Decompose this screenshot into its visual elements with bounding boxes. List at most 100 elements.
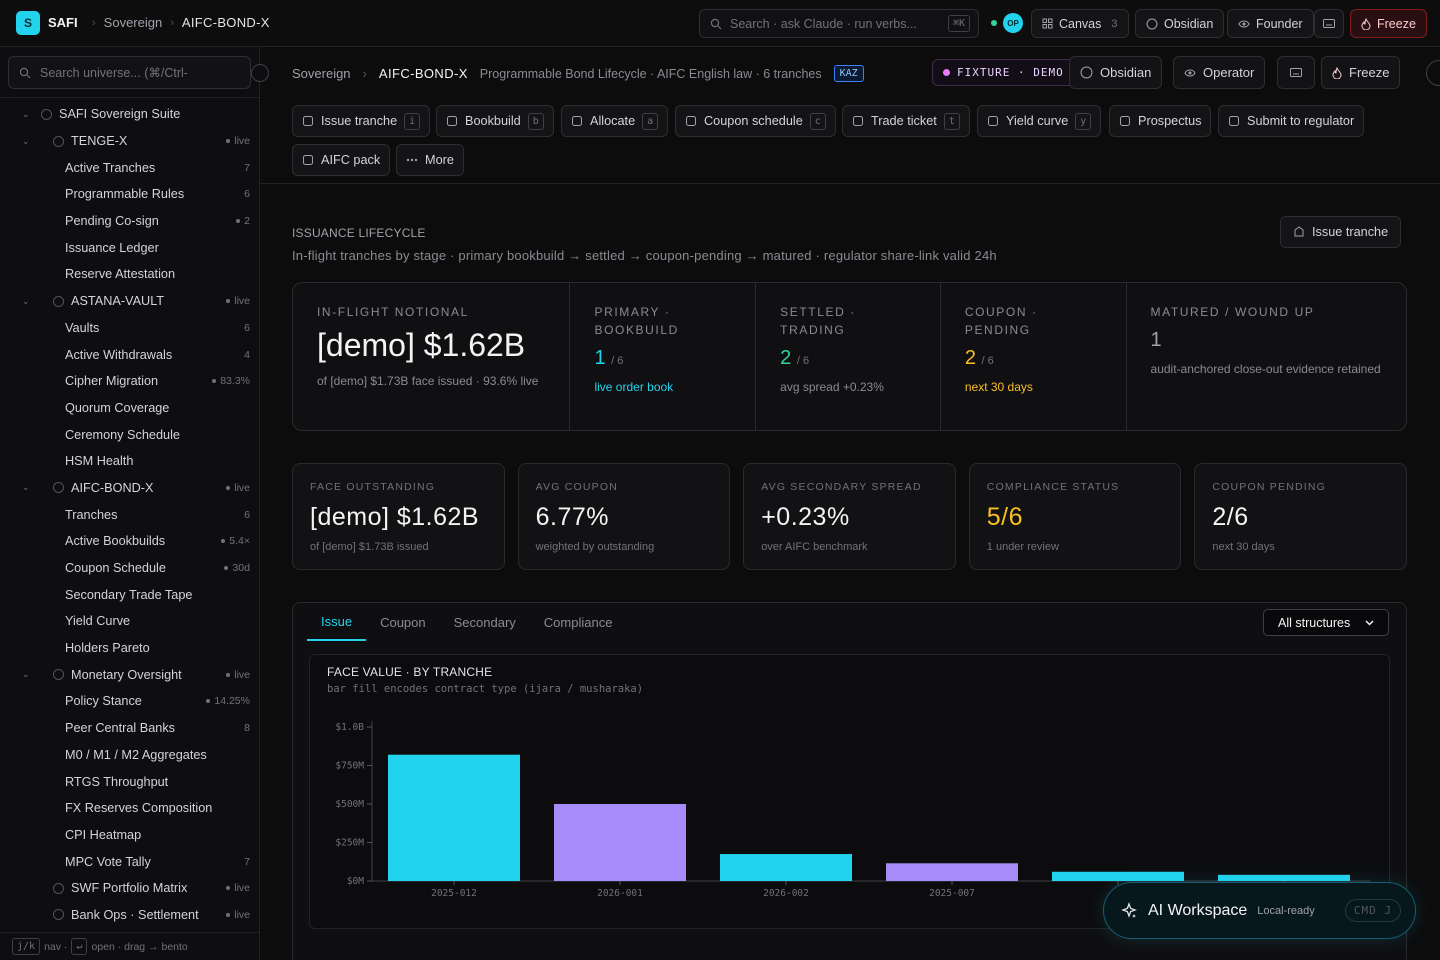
keyboard-header-button[interactable] (1277, 56, 1315, 89)
fixture-demo-badge[interactable]: FIXTURE · DEMO (932, 59, 1075, 86)
crumb-sovereign[interactable]: Sovereign (292, 66, 351, 81)
sidebar-group-astana-vault[interactable]: ⌄ ASTANA-VAULT live (0, 288, 259, 315)
action-coupon-schedule-button[interactable]: Coupon schedule c (675, 105, 836, 137)
sidebar-footer: j/k nav · ↵ open · drag → bento (0, 932, 259, 960)
app-logo[interactable]: S (16, 11, 40, 35)
kpi-face-outstanding[interactable]: FACE OUTSTANDING [demo] $1.62B of [demo] $… (292, 463, 505, 570)
sidebar-item-active-tranches[interactable]: Active Tranches 7 (0, 154, 259, 181)
action-prospectus-button[interactable]: Prospectus (1109, 105, 1212, 137)
bar-2025-007[interactable] (886, 863, 1018, 881)
sidebar-item-ceremony-schedule[interactable]: Ceremony Schedule (0, 421, 259, 448)
kpi-avg-coupon[interactable]: AVG COUPON 6.77% weighted by outstanding (517, 463, 731, 570)
lifecycle-card-coupon-pending[interactable]: COUPON · PENDING 2 / 6 next 30 days (941, 283, 1127, 430)
chevron-down-icon[interactable]: ⌄ (22, 108, 30, 119)
badge-dot (221, 539, 226, 544)
sidebar-item-mpc-vote-tally[interactable]: MPC Vote Tally 7 (0, 848, 259, 875)
sidebar-item-secondary-trade-tape[interactable]: Secondary Trade Tape (0, 581, 259, 608)
action-shortcut: b (527, 112, 544, 130)
global-search-input[interactable]: Search · ask Claude · run verbs... ⌘K (699, 9, 979, 38)
sidebar-item-programmable-rules[interactable]: Programmable Rules 6 (0, 181, 259, 208)
bar-tranche-6[interactable] (1218, 874, 1350, 881)
sidebar-item-issuance-ledger[interactable]: Issuance Ledger (0, 234, 259, 261)
sidebar-item-yield-curve[interactable]: Yield Curve (0, 608, 259, 635)
sidebar-item-cipher-migration[interactable]: Cipher Migration 83.3% (0, 368, 259, 395)
chevron-down-icon[interactable]: ⌄ (22, 295, 30, 306)
action-more-button[interactable]: More (396, 144, 464, 176)
action-allocate-button[interactable]: Allocate a (561, 105, 669, 137)
kpi-coupon-pending[interactable]: COUPON PENDING 2/6 next 30 days (1194, 463, 1407, 570)
sidebar-group-safi-sovereign-suite[interactable]: SAFI Sovereign Suite ⌄ (0, 101, 259, 128)
panel-toggle-button[interactable] (1426, 60, 1440, 86)
sidebar-item-quorum-coverage[interactable]: Quorum Coverage (0, 395, 259, 422)
sidebar-group-tenge-x[interactable]: ⌄ TENGE-X live (0, 128, 259, 155)
sidebar-item-hsm-health[interactable]: HSM Health (0, 448, 259, 475)
action-submit-to-regulator-button[interactable]: Submit to regulator (1218, 105, 1365, 137)
tab-issue[interactable]: Issue (307, 603, 367, 641)
sidebar-badge: live (226, 135, 250, 147)
sidebar-item-reserve-attestation[interactable]: Reserve Attestation (0, 261, 259, 288)
freeze-header-button[interactable]: Freeze (1321, 56, 1401, 89)
sidebar-item-holders-pareto[interactable]: Holders Pareto (0, 635, 259, 662)
canvas-button[interactable]: Canvas 3 (1031, 9, 1129, 38)
sidebar-item-cpi-heatmap[interactable]: CPI Heatmap (0, 822, 259, 849)
sidebar-group-aifc-bond-x[interactable]: ⌄ AIFC-BOND-X live (0, 475, 259, 502)
sidebar-item-active-bookbuilds[interactable]: Active Bookbuilds 5.4× (0, 528, 259, 555)
badge-text: 2 (244, 215, 250, 228)
lifecycle-card-primary-bookbuild[interactable]: PRIMARY · BOOKBUILD 1 / 6 live order book (570, 283, 757, 430)
app-name[interactable]: SAFI (48, 15, 78, 30)
action-yield-curve-button[interactable]: Yield curve y (977, 105, 1102, 137)
keyboard-button[interactable] (1314, 9, 1344, 38)
obsidian-button[interactable]: Obsidian (1135, 9, 1225, 38)
issue-tranche-button[interactable]: Issue tranche (1280, 216, 1402, 248)
sidebar-item-fx-reserves-composition[interactable]: FX Reserves Composition (0, 795, 259, 822)
lifecycle-card-settled-trading[interactable]: SETTLED · TRADING 2 / 6 avg spread +0.23% (756, 283, 941, 430)
action-label: Coupon schedule (704, 114, 803, 128)
kpi-avg-secondary-spread[interactable]: AVG SECONDARY SPREAD +0.23% over AIFC benc… (743, 463, 956, 570)
bar-2026-002[interactable] (720, 854, 852, 881)
breadcrumb-sovereign[interactable]: Sovereign (103, 15, 163, 30)
sidebar-item-vaults[interactable]: Vaults 6 (0, 315, 259, 342)
action-aifc-pack-button[interactable]: AIFC pack (292, 144, 391, 176)
sidebar-item-bank-ops-settlement[interactable]: Bank Ops · Settlement live (0, 902, 259, 929)
tab-coupon[interactable]: Coupon (380, 614, 426, 630)
tab-secondary[interactable]: Secondary (453, 614, 516, 630)
sidebar-item-rtgs-throughput[interactable]: RTGS Throughput (0, 768, 259, 795)
value-text: 2 (964, 347, 976, 369)
obsidian-header-button[interactable]: Obsidian (1069, 56, 1163, 89)
structure-select[interactable]: All structures (1263, 609, 1389, 636)
ai-workspace-shortcut: CMD J (1344, 899, 1401, 922)
chevron-down-icon[interactable]: ⌄ (22, 482, 30, 493)
chevron-down-icon[interactable]: ⌄ (22, 135, 30, 146)
coupon-schedule-icon (685, 115, 697, 127)
obsidian-header-label: Obsidian (1100, 65, 1152, 80)
kpi-compliance-status[interactable]: COMPLIANCE STATUS 5/6 1 under review (968, 463, 1182, 570)
sidebar-item-tranches[interactable]: Tranches 6 (0, 501, 259, 528)
avatar[interactable]: OP (1003, 13, 1023, 33)
lifecycle-card-in-flight-notional[interactable]: IN-FLIGHT NOTIONAL [demo] $1.62B of [demo]… (293, 283, 571, 430)
sidebar-item-swf-portfolio-matrix[interactable]: SWF Portfolio Matrix live (0, 875, 259, 902)
bar-2026-001[interactable] (554, 804, 686, 881)
sidebar-item-pending-co-sign[interactable]: Pending Co-sign 2 (0, 208, 259, 235)
sidebar-item-peer-central-banks[interactable]: Peer Central Banks 8 (0, 715, 259, 742)
operator-button[interactable]: Operator (1173, 56, 1266, 89)
action-trade-ticket-button[interactable]: Trade ticket t (842, 105, 970, 137)
sidebar-item-coupon-schedule[interactable]: Coupon Schedule 30d (0, 555, 259, 582)
sidebar-group-monetary-oversight[interactable]: ⌄ Monetary Oversight live (0, 661, 259, 688)
breadcrumb-current[interactable]: AIFC-BOND-X (181, 15, 270, 30)
founder-button[interactable]: Founder (1227, 9, 1314, 38)
tab-compliance[interactable]: Compliance (543, 614, 613, 630)
sidebar-item-active-withdrawals[interactable]: Active Withdrawals 4 (0, 341, 259, 368)
sidebar-item-policy-stance[interactable]: Policy Stance 14.25% (0, 688, 259, 715)
sidebar-collapse-button[interactable] (251, 64, 269, 82)
action-label: Prospectus (1138, 114, 1202, 128)
lifecycle-card-matured-wound-up[interactable]: MATURED / WOUND UP 1 audit-anchored close-… (1127, 283, 1406, 430)
sidebar-item-m0-m1-m2-aggregates[interactable]: M0 / M1 / M2 Aggregates (0, 742, 259, 769)
universe-search-input[interactable]: Search universe... (⌘/Ctrl- (8, 56, 251, 89)
action-bookbuild-button[interactable]: Bookbuild b (436, 105, 554, 137)
chevron-down-icon[interactable]: ⌄ (22, 669, 30, 680)
ai-workspace-button[interactable]: AI Workspace Local-ready CMD J (1103, 882, 1416, 939)
bar-tranche-5[interactable] (1052, 871, 1184, 881)
action-issue-tranche-button[interactable]: Issue tranche i (292, 105, 431, 137)
freeze-button[interactable]: Freeze (1350, 9, 1427, 38)
bar-2025-012[interactable] (388, 754, 520, 881)
